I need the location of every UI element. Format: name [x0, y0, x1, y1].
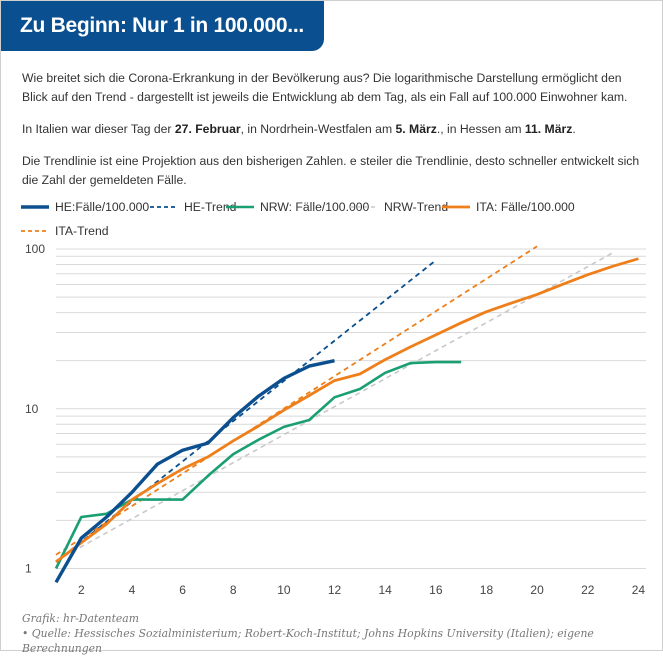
legend-item-ita[interactable]: ITA: Fälle/100.000	[442, 200, 575, 214]
intro-text: Wie breitet sich die Corona-Erkrankung i…	[22, 69, 647, 203]
intro-text-part: .	[572, 122, 576, 136]
intro-paragraph-3: Die Trendlinie ist eine Projektion aus d…	[22, 154, 640, 187]
legend-label-nrw: NRW: Fälle/100.000	[260, 200, 370, 214]
x-tick-label: 24	[632, 583, 646, 597]
chart-title-tab: Zu Beginn: Nur 1 in 100.000...	[1, 1, 324, 51]
legend-swatch-nrw	[226, 205, 254, 209]
intro-text-part: ., in Hessen am	[436, 122, 525, 136]
intro-text-part: , in Nordrhein-Westfalen am	[240, 122, 396, 136]
y-tick-label: 100	[25, 242, 45, 256]
legend-label-he: HE:Fälle/100.000	[55, 200, 150, 214]
legend-item-nrw-trend[interactable]: NRW-Trend	[350, 200, 448, 214]
legend-swatch-he	[21, 205, 49, 209]
date-italy: 27. Februar	[174, 122, 241, 136]
series-line-nrw-trend	[55, 251, 614, 562]
intro-paragraph-2: In Italien war dieser Tag der 27. Februa…	[22, 120, 647, 139]
legend-swatch-ita-trend	[21, 230, 49, 232]
legend-item-nrw[interactable]: NRW: Fälle/100.000	[226, 200, 369, 214]
series-line-ita-trend	[55, 245, 538, 556]
source-text: • Quelle: Hessisches Sozialministerium; …	[22, 627, 594, 655]
legend-label-ita-trend: ITA-Trend	[55, 224, 109, 238]
x-tick-label: 4	[129, 583, 136, 597]
legend-item-ita-trend[interactable]: ITA-Trend	[21, 224, 109, 238]
legend-item-he-trend[interactable]: HE-Trend	[150, 200, 236, 214]
legend-label-he-trend: HE-Trend	[184, 200, 237, 214]
credit-text: Grafik: hr-Datenteam	[22, 612, 139, 625]
x-tick-label: 18	[480, 583, 494, 597]
chart-footer: Grafik: hr-Datenteam • Quelle: Hessische…	[22, 611, 652, 656]
legend-swatch-nrw-trend	[350, 206, 378, 208]
x-tick-label: 12	[328, 583, 342, 597]
x-tick-label: 14	[379, 583, 393, 597]
y-tick-label: 1	[25, 562, 32, 576]
legend-label-ita: ITA: Fälle/100.000	[476, 200, 575, 214]
x-tick-label: 16	[429, 583, 443, 597]
chart-title: Zu Beginn: Nur 1 in 100.000...	[20, 14, 304, 37]
series-line-ita	[55, 257, 639, 564]
series-line-he	[54, 359, 335, 584]
legend-swatch-ita	[442, 205, 470, 209]
legend-label-nrw-trend: NRW-Trend	[384, 200, 449, 214]
x-tick-label: 10	[277, 583, 291, 597]
legend-item-he[interactable]: HE:Fälle/100.000	[21, 200, 149, 214]
legend-swatch-he-trend	[150, 206, 178, 208]
intro-text-part: In Italien war dieser Tag der	[22, 122, 175, 136]
x-tick-label: 6	[179, 583, 186, 597]
x-tick-label: 20	[530, 583, 544, 597]
chart-area: 1 10 100 2 4 6 8 10 12 14 16 18 20 22 24	[1, 241, 662, 606]
intro-paragraph-1: Wie breitet sich die Corona-Erkrankung i…	[22, 71, 628, 104]
series-line-nrw	[54, 360, 462, 570]
y-tick-label: 10	[25, 402, 39, 416]
x-tick-label: 8	[230, 583, 237, 597]
date-hessen: 11. März	[524, 122, 573, 136]
x-tick-label: 2	[78, 583, 85, 597]
date-nrw: 5. März	[395, 122, 437, 136]
x-tick-label: 22	[581, 583, 595, 597]
